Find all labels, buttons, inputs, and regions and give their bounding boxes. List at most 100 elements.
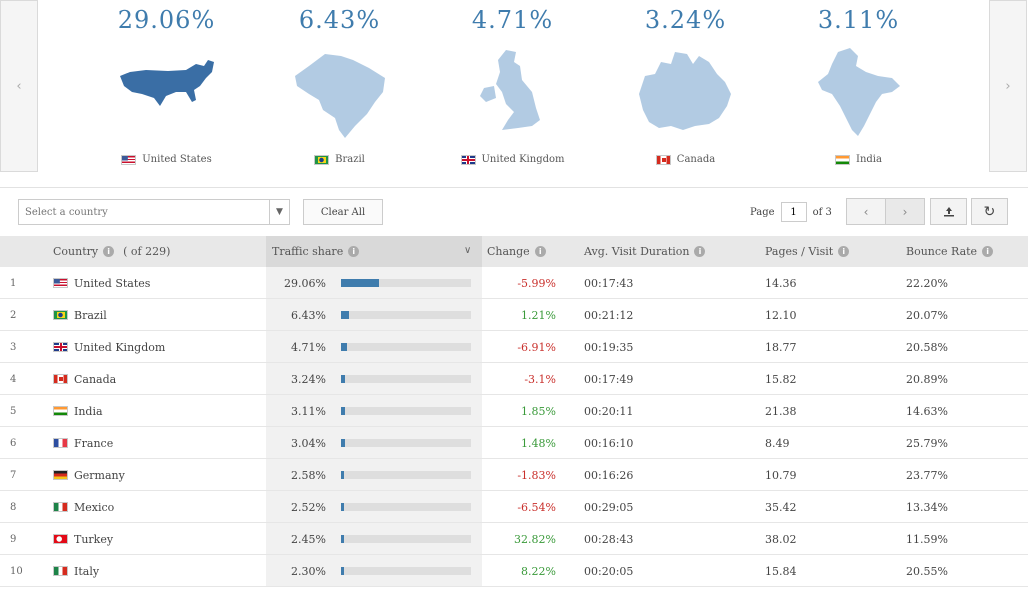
page-number-input[interactable] (780, 202, 807, 222)
country-card[interactable]: 3.24% Canada (599, 0, 772, 176)
carousel-prev-button[interactable]: ‹ (0, 0, 38, 172)
table-row[interactable]: 10 Italy 2.30% 8.22% 00:20:05 15.84 20.55% (0, 555, 1028, 587)
country-cell[interactable]: Italy (53, 555, 99, 587)
next-page-button[interactable]: › (885, 198, 925, 225)
avg-visit-duration: 00:21:12 (584, 308, 634, 322)
table-row[interactable]: 3 United Kingdom 4.71% -6.91% 00:19:35 18.77 2… (0, 331, 1028, 363)
info-icon[interactable]: i (103, 246, 115, 257)
pagination: Page of 3 (750, 199, 832, 225)
col-change[interactable]: Change i (487, 236, 546, 267)
rank: 5 (10, 405, 17, 417)
country-cell[interactable]: United States (53, 267, 150, 299)
col-avg-visit-duration[interactable]: Avg. Visit Duration i (584, 236, 706, 267)
avg-visit-duration: 00:29:05 (584, 500, 634, 514)
table-row[interactable]: 1 United States 29.06% -5.99% 00:17:43 14.36 2… (0, 267, 1028, 299)
country-card[interactable]: 29.06% United States (80, 0, 253, 176)
change-value: 32.82% (514, 532, 556, 546)
flag-icon (655, 154, 671, 165)
flag-icon (53, 502, 68, 512)
country-select[interactable]: ▼ (18, 199, 290, 225)
col-traffic-share-label: Traffic share (272, 245, 344, 258)
col-pages-visit[interactable]: Pages / Visit i (765, 236, 850, 267)
carousel-next-button[interactable]: › (989, 0, 1027, 172)
table-row[interactable]: 5 India 3.11% 1.85% 00:20:11 21.38 14.63% (0, 395, 1028, 427)
country-cell[interactable]: United Kingdom (53, 331, 165, 363)
avg-visit-duration: 00:28:43 (584, 532, 634, 546)
sort-desc-icon[interactable]: ∨ (464, 245, 472, 256)
flag-icon (53, 534, 68, 544)
country-cell[interactable]: France (53, 427, 113, 459)
change-value: 1.48% (521, 436, 556, 450)
clear-all-button[interactable]: Clear All (303, 199, 383, 225)
traffic-share: 2.30% (291, 564, 326, 578)
info-icon[interactable]: i (838, 246, 850, 257)
change-value: 1.21% (521, 308, 556, 322)
chevron-right-icon: › (902, 204, 908, 219)
col-pages-visit-label: Pages / Visit (765, 245, 834, 258)
traffic-share: 6.43% (291, 308, 326, 322)
country-map-icon (480, 50, 540, 130)
table-row[interactable]: 9 Turkey 2.45% 32.82% 00:28:43 38.02 11.59% (0, 523, 1028, 555)
reset-button[interactable]: ↻ (971, 198, 1008, 225)
country-cell[interactable]: Brazil (53, 299, 107, 331)
traffic-share-bar-fill (341, 439, 345, 447)
flag-icon (53, 374, 68, 384)
bounce-rate: 13.34% (906, 500, 948, 514)
country-cell[interactable]: Turkey (53, 523, 113, 555)
pages-per-visit: 15.84 (765, 564, 797, 578)
rank: 6 (10, 437, 17, 449)
table-row[interactable]: 8 Mexico 2.52% -6.54% 00:29:05 35.42 13.34% (0, 491, 1028, 523)
traffic-share: 4.71% (291, 340, 326, 354)
chevron-down-icon[interactable]: ▼ (269, 200, 289, 224)
country-label: India (772, 154, 945, 165)
country-card[interactable]: 4.71% United Kingdom (426, 0, 599, 176)
info-icon[interactable]: i (348, 246, 360, 257)
table-row[interactable]: 2 Brazil 6.43% 1.21% 00:21:12 12.10 20.07% (0, 299, 1028, 331)
country-label: Brazil (253, 154, 426, 165)
prev-page-button[interactable]: ‹ (846, 198, 886, 225)
table-row[interactable]: 4 Canada 3.24% -3.1% 00:17:49 15.82 20.89% (0, 363, 1028, 395)
pages-per-visit: 12.10 (765, 308, 797, 322)
country-label: United States (80, 154, 253, 165)
traffic-share: 3.04% (291, 436, 326, 450)
traffic-share-bar-fill (341, 279, 379, 287)
col-traffic-share[interactable]: Traffic share i (272, 236, 360, 267)
traffic-share: 2.52% (291, 500, 326, 514)
table-row[interactable]: 6 France 3.04% 1.48% 00:16:10 8.49 25.79% (0, 427, 1028, 459)
pages-per-visit: 14.36 (765, 276, 797, 290)
country-cell[interactable]: Mexico (53, 491, 114, 523)
traffic-share-bar (341, 299, 471, 331)
rank: 8 (10, 501, 17, 513)
country-select-input[interactable] (19, 200, 269, 224)
avg-visit-duration: 00:17:49 (584, 372, 634, 386)
country-cell[interactable]: Canada (53, 363, 116, 395)
flag-icon (53, 406, 68, 416)
country-card[interactable]: 6.43% Brazil (253, 0, 426, 176)
table-header: Country i ( of 229) Traffic share i ∨ Ch… (0, 236, 1028, 267)
bounce-rate: 22.20% (906, 276, 948, 290)
country-name: France (74, 436, 114, 450)
flag-icon (53, 310, 68, 320)
col-bounce-rate[interactable]: Bounce Rate i (906, 236, 994, 267)
country-cell[interactable]: India (53, 395, 103, 427)
country-label: United Kingdom (426, 154, 599, 165)
col-avg-visit-duration-label: Avg. Visit Duration (584, 245, 690, 258)
country-cell[interactable]: Germany (53, 459, 125, 491)
country-card[interactable]: 3.11% India (772, 0, 945, 176)
info-icon[interactable]: i (982, 246, 994, 257)
traffic-share-column-bg (266, 267, 482, 587)
flag-icon (121, 154, 137, 165)
info-icon[interactable]: i (694, 246, 706, 257)
traffic-share-bar (341, 331, 471, 363)
refresh-icon: ↻ (983, 203, 996, 220)
bounce-rate: 23.77% (906, 468, 948, 482)
traffic-share-bar (341, 363, 471, 395)
top-countries-carousel: ‹ 29.06% United States 6.43% Brazil 4.71% Uni… (0, 0, 1028, 188)
country-count: ( of 229) (123, 245, 171, 258)
chevron-left-icon: ‹ (863, 204, 869, 219)
table-row[interactable]: 7 Germany 2.58% -1.83% 00:16:26 10.79 23.77% (0, 459, 1028, 491)
export-button[interactable] (930, 198, 967, 225)
col-country[interactable]: Country i ( of 229) (53, 236, 170, 267)
info-icon[interactable]: i (534, 246, 546, 257)
change-value: -3.1% (524, 372, 556, 386)
